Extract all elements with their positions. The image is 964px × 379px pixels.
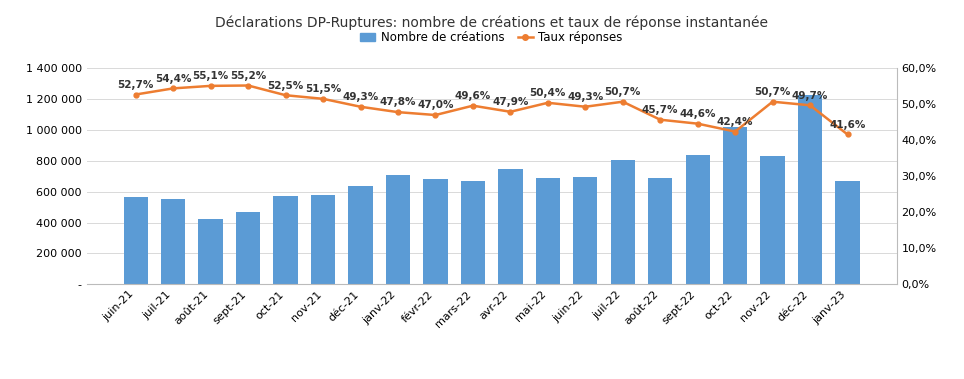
- Text: 42,4%: 42,4%: [717, 117, 754, 127]
- Bar: [574, 177, 598, 284]
- Taux réponses: [766, 99, 778, 104]
- Taux réponses: [804, 103, 816, 108]
- Bar: [536, 178, 560, 284]
- Taux réponses: [504, 110, 516, 114]
- Bar: [348, 186, 373, 284]
- Taux réponses: [430, 113, 442, 117]
- Bar: [761, 156, 785, 284]
- Text: 55,2%: 55,2%: [230, 71, 266, 81]
- Taux réponses: [730, 129, 741, 134]
- Bar: [723, 127, 747, 284]
- Text: 52,7%: 52,7%: [118, 80, 154, 90]
- Bar: [161, 199, 185, 284]
- Bar: [310, 195, 335, 284]
- Bar: [236, 212, 260, 284]
- Text: 47,9%: 47,9%: [493, 97, 528, 107]
- Text: 52,5%: 52,5%: [267, 81, 304, 91]
- Legend: Nombre de créations, Taux réponses: Nombre de créations, Taux réponses: [356, 27, 628, 49]
- Text: 49,3%: 49,3%: [567, 92, 603, 102]
- Bar: [610, 160, 635, 284]
- Bar: [461, 181, 485, 284]
- Bar: [274, 196, 298, 284]
- Text: 49,7%: 49,7%: [791, 91, 828, 101]
- Bar: [386, 175, 410, 284]
- Text: 54,4%: 54,4%: [155, 74, 192, 84]
- Taux réponses: [579, 105, 591, 109]
- Text: 44,6%: 44,6%: [680, 109, 716, 119]
- Text: 41,6%: 41,6%: [829, 120, 866, 130]
- Text: 50,7%: 50,7%: [604, 87, 641, 97]
- Bar: [685, 155, 710, 284]
- Text: 51,5%: 51,5%: [305, 84, 341, 94]
- Taux réponses: [617, 99, 629, 104]
- Bar: [648, 178, 673, 284]
- Bar: [423, 179, 447, 284]
- Taux réponses: [542, 100, 553, 105]
- Taux réponses: [242, 83, 254, 88]
- Text: 47,8%: 47,8%: [380, 97, 416, 108]
- Taux réponses: [392, 110, 404, 114]
- Bar: [199, 219, 223, 284]
- Taux réponses: [317, 97, 329, 101]
- Text: 50,7%: 50,7%: [755, 87, 790, 97]
- Taux réponses: [280, 93, 291, 97]
- Bar: [498, 169, 522, 284]
- Text: 50,4%: 50,4%: [529, 88, 566, 98]
- Bar: [798, 95, 822, 284]
- Taux réponses: [355, 105, 366, 109]
- Taux réponses: [842, 132, 853, 137]
- Text: 49,6%: 49,6%: [455, 91, 491, 101]
- Bar: [836, 181, 860, 284]
- Text: 45,7%: 45,7%: [642, 105, 679, 115]
- Text: 49,3%: 49,3%: [342, 92, 379, 102]
- Line: Taux réponses: Taux réponses: [133, 83, 850, 137]
- Text: 55,1%: 55,1%: [193, 71, 228, 81]
- Bar: [123, 197, 147, 284]
- Taux réponses: [130, 92, 142, 97]
- Text: 47,0%: 47,0%: [417, 100, 454, 110]
- Title: Déclarations DP-Ruptures: nombre de créations et taux de réponse instantanée: Déclarations DP-Ruptures: nombre de créa…: [215, 15, 768, 30]
- Taux réponses: [655, 117, 666, 122]
- Taux réponses: [205, 84, 217, 88]
- Taux réponses: [468, 103, 479, 108]
- Taux réponses: [692, 121, 704, 126]
- Taux réponses: [168, 86, 179, 91]
